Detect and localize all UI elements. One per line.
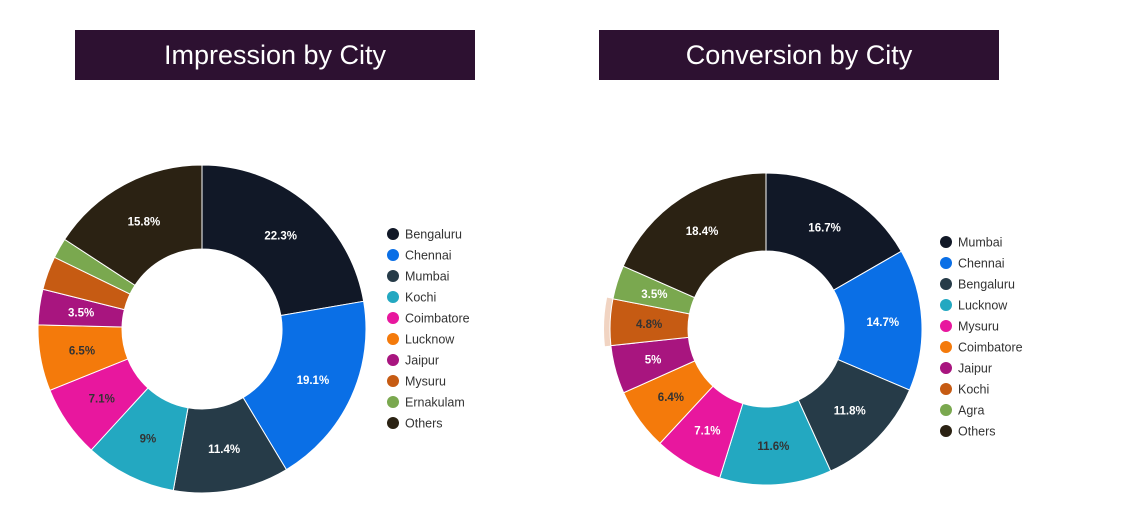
legend-label-jaipur: Jaipur	[958, 362, 992, 376]
legend-item-bengaluru[interactable]: Bengaluru	[387, 228, 462, 242]
legend-swatch-kochi	[940, 383, 952, 395]
legend-swatch-lucknow	[940, 299, 952, 311]
legend-label-lucknow: Lucknow	[405, 333, 455, 347]
legend-swatch-ernakulam	[387, 396, 399, 408]
legend-swatch-bengaluru	[387, 228, 399, 240]
slice-bengaluru[interactable]	[201, 164, 365, 317]
legend-swatch-mumbai	[387, 270, 399, 282]
conversion-legend: Mumbai Chennai Bengaluru Lucknow Mysuru Coimb…	[940, 236, 1023, 439]
legend-item-mysuru[interactable]: Mysuru	[940, 320, 999, 334]
legend-swatch-mumbai	[940, 236, 952, 248]
legend-label-bengaluru: Bengaluru	[405, 228, 462, 242]
legend-label-mysuru: Mysuru	[958, 320, 999, 334]
legend-swatch-bengaluru	[940, 278, 952, 290]
legend-label-ernakulam: Ernakulam	[405, 396, 465, 410]
slice-label-mumbai: 11.4%	[208, 444, 240, 456]
legend-swatch-jaipur	[387, 354, 399, 366]
legend-item-mysuru[interactable]: Mysuru	[387, 375, 446, 389]
legend-label-bengaluru: Bengaluru	[958, 278, 1015, 292]
legend-swatch-kochi	[387, 291, 399, 303]
slice-label-lucknow: 6.5%	[69, 346, 95, 358]
legend-item-chennai[interactable]: Chennai	[387, 249, 452, 263]
legend-label-agra: Agra	[958, 404, 984, 418]
impression-legend: Bengaluru Chennai Mumbai Kochi Coimbatore Luc…	[387, 228, 470, 431]
slice-others[interactable]	[622, 172, 767, 299]
legend-item-chennai[interactable]: Chennai	[940, 257, 1005, 271]
slice-chennai[interactable]	[242, 300, 367, 471]
slice-label-jaipur: 3.5%	[68, 308, 94, 320]
slice-label-others: 15.8%	[128, 217, 161, 229]
conversion-donut-chart: 16.7% 14.7% 11.8% 11.6% 7.1% 6.4% 5% 4.8% 3.5% 18…	[604, 172, 923, 486]
legend-swatch-chennai	[940, 257, 952, 269]
legend-item-jaipur[interactable]: Jaipur	[940, 362, 992, 376]
slice-label-kochi: 4.8%	[636, 319, 662, 331]
legend-item-coimbatore[interactable]: Coimbatore	[387, 312, 470, 326]
slice-label-chennai: 19.1%	[297, 375, 330, 387]
slice-label-coimbatore: 6.4%	[658, 392, 684, 404]
legend-label-coimbatore: Coimbatore	[405, 312, 470, 326]
legend-label-mumbai: Mumbai	[958, 236, 1002, 250]
legend-swatch-lucknow	[387, 333, 399, 345]
legend-swatch-coimbatore	[387, 312, 399, 324]
legend-item-jaipur[interactable]: Jaipur	[387, 354, 439, 368]
legend-label-others: Others	[405, 417, 443, 431]
legend-swatch-chennai	[387, 249, 399, 261]
legend-item-coimbatore[interactable]: Coimbatore	[940, 341, 1023, 355]
legend-label-chennai: Chennai	[405, 249, 452, 263]
legend-label-others: Others	[958, 425, 996, 439]
slice-others[interactable]	[63, 164, 203, 286]
legend-label-mysuru: Mysuru	[405, 375, 446, 389]
slice-label-chennai: 14.7%	[866, 317, 899, 329]
legend-item-agra[interactable]: Agra	[940, 404, 984, 418]
impression-donut-chart: 22.3% 19.1% 11.4% 9% 7.1% 6.5% 3.5% 15.8%	[37, 164, 367, 494]
impression-chart-title: Impression by City	[75, 30, 475, 80]
slice-label-bengaluru: 11.8%	[834, 406, 866, 418]
legend-swatch-agra	[940, 404, 952, 416]
slice-label-kochi: 9%	[140, 433, 157, 445]
legend-label-jaipur: Jaipur	[405, 354, 439, 368]
conversion-chart-title: Conversion by City	[599, 30, 999, 80]
legend-label-mumbai: Mumbai	[405, 270, 449, 284]
legend-item-lucknow[interactable]: Lucknow	[940, 299, 1008, 313]
slice-label-others: 18.4%	[686, 226, 719, 238]
slice-label-agra: 3.5%	[641, 289, 667, 301]
slice-label-coimbatore: 7.1%	[89, 394, 115, 406]
legend-label-coimbatore: Coimbatore	[958, 341, 1023, 355]
slice-label-mysuru: 7.1%	[694, 425, 720, 437]
slice-label-bengaluru: 22.3%	[264, 231, 297, 243]
legend-swatch-mysuru	[387, 375, 399, 387]
legend-label-chennai: Chennai	[958, 257, 1005, 271]
legend-item-kochi[interactable]: Kochi	[387, 291, 436, 305]
legend-label-kochi: Kochi	[405, 291, 436, 305]
legend-item-lucknow[interactable]: Lucknow	[387, 333, 455, 347]
slice-label-lucknow: 11.6%	[757, 441, 789, 453]
legend-item-mumbai[interactable]: Mumbai	[940, 236, 1002, 250]
legend-item-ernakulam[interactable]: Ernakulam	[387, 396, 465, 410]
legend-label-lucknow: Lucknow	[958, 299, 1008, 313]
legend-swatch-others	[940, 425, 952, 437]
legend-item-kochi[interactable]: Kochi	[940, 383, 989, 397]
legend-item-others[interactable]: Others	[387, 417, 443, 431]
legend-swatch-mysuru	[940, 320, 952, 332]
legend-item-bengaluru[interactable]: Bengaluru	[940, 278, 1015, 292]
legend-item-others[interactable]: Others	[940, 425, 996, 439]
slice-label-jaipur: 5%	[645, 355, 662, 367]
legend-swatch-jaipur	[940, 362, 952, 374]
legend-label-kochi: Kochi	[958, 383, 989, 397]
legend-swatch-others	[387, 417, 399, 429]
legend-item-mumbai[interactable]: Mumbai	[387, 270, 449, 284]
slice-label-mumbai: 16.7%	[808, 223, 841, 235]
legend-swatch-coimbatore	[940, 341, 952, 353]
